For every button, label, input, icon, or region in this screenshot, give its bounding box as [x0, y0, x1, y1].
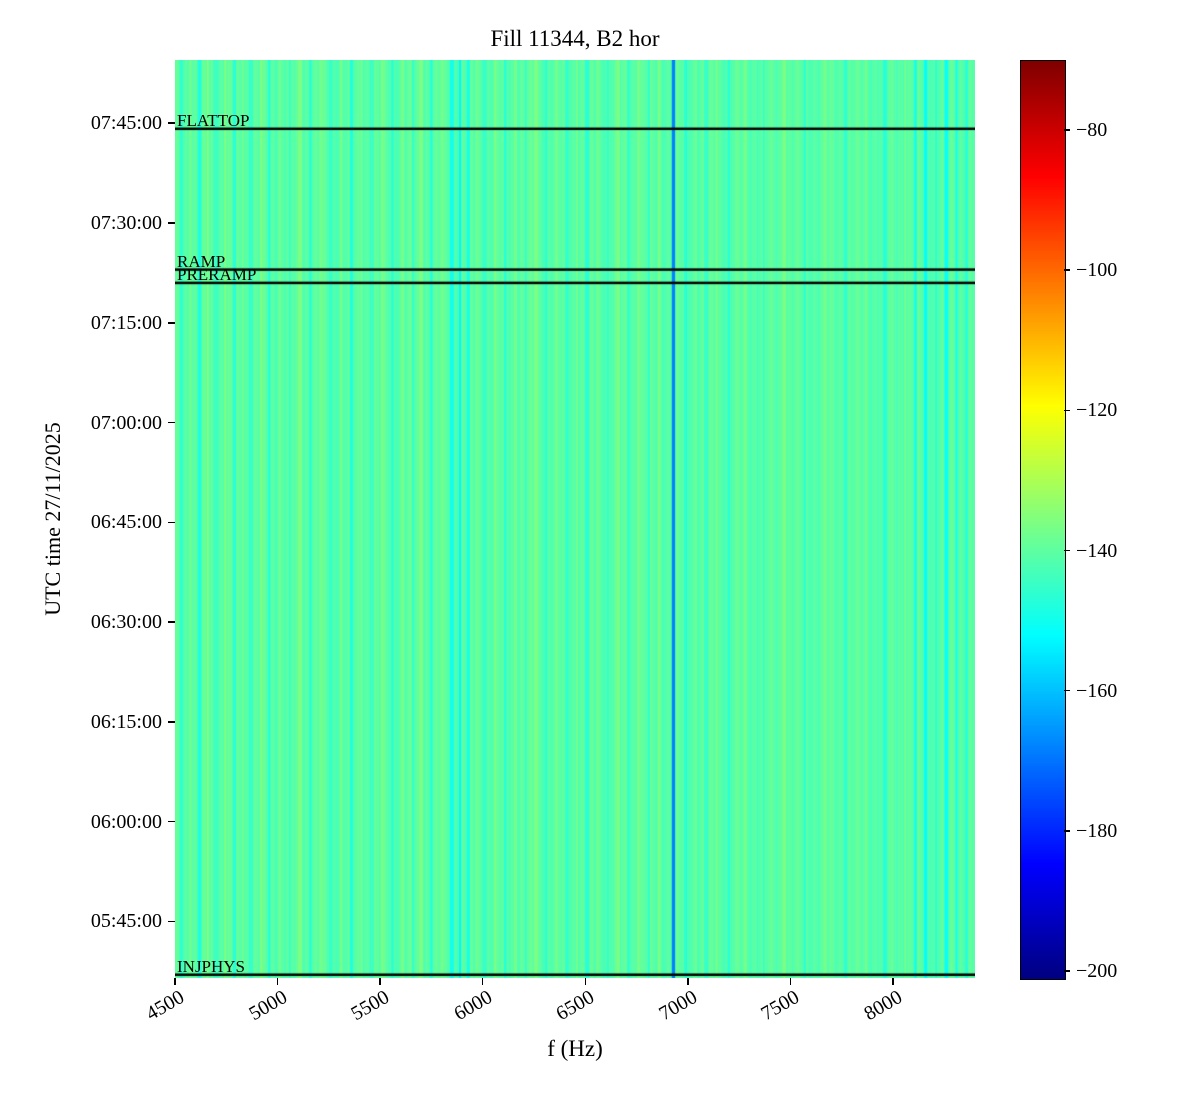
y-tick-label: 05:45:00: [90, 910, 162, 933]
y-tick-label: 06:45:00: [90, 511, 162, 534]
colorbar-tickmark: [1064, 269, 1070, 271]
x-tickmark: [584, 978, 586, 985]
y-tickmark: [168, 521, 175, 524]
y-tick-label: 06:15:00: [90, 710, 162, 733]
colorbar-tick-label: −80: [1076, 119, 1108, 142]
x-tickmark: [481, 978, 484, 985]
y-tickmark: [168, 421, 175, 424]
y-tick-label: 06:30:00: [90, 611, 162, 634]
x-tickmark: [892, 978, 894, 985]
x-tickmark: [687, 978, 689, 985]
colorbar-canvas: [1020, 60, 1066, 980]
chart-title: Fill 11344, B2 hor: [490, 26, 660, 51]
y-tick-label: 07:30:00: [90, 211, 162, 234]
y-tickmark: [168, 122, 175, 124]
heatmap-canvas: [175, 60, 975, 978]
colorbar-tickmark: [1064, 409, 1070, 412]
colorbar-tick-label: −120: [1076, 399, 1118, 422]
y-tickmark: [168, 920, 175, 923]
event-label-flattop: FLATTOP: [177, 110, 250, 130]
x-tick-label: 4500: [142, 986, 188, 1026]
y-tick-label: 06:00:00: [90, 810, 162, 833]
colorbar-tickmark: [1064, 129, 1070, 131]
colorbar-tick-label: −100: [1076, 259, 1118, 282]
y-tickmark: [168, 322, 175, 324]
y-tickmark: [168, 820, 175, 823]
x-axis-label: f (Hz): [547, 1036, 603, 1061]
event-label-preramp: PRERAMP: [177, 264, 257, 284]
colorbar-tickmark: [1064, 830, 1070, 832]
event-label-ramp: RAMP: [177, 251, 226, 271]
y-tickmark: [168, 621, 175, 623]
event-label-injphys: INJPHYS: [177, 956, 246, 976]
colorbar-tickmark: [1064, 689, 1070, 692]
colorbar-tick-label: −180: [1076, 819, 1118, 842]
colorbar-tick-label: −200: [1076, 959, 1118, 982]
y-tick-label: 07:45:00: [90, 112, 162, 135]
y-tickmark: [168, 721, 175, 723]
y-tick-label: 07:15:00: [90, 311, 162, 334]
colorbar-tick-label: −160: [1076, 679, 1118, 702]
x-tickmark: [174, 978, 176, 985]
colorbar-tick-label: −140: [1076, 539, 1118, 562]
y-tickmark: [168, 222, 175, 224]
x-tickmark: [789, 978, 792, 985]
colorbar-tickmark: [1064, 970, 1070, 972]
x-tickmark: [379, 978, 381, 985]
colorbar-tickmark: [1064, 549, 1070, 552]
x-tickmark: [276, 978, 279, 985]
y-tick-label: 07:00:00: [90, 411, 162, 434]
